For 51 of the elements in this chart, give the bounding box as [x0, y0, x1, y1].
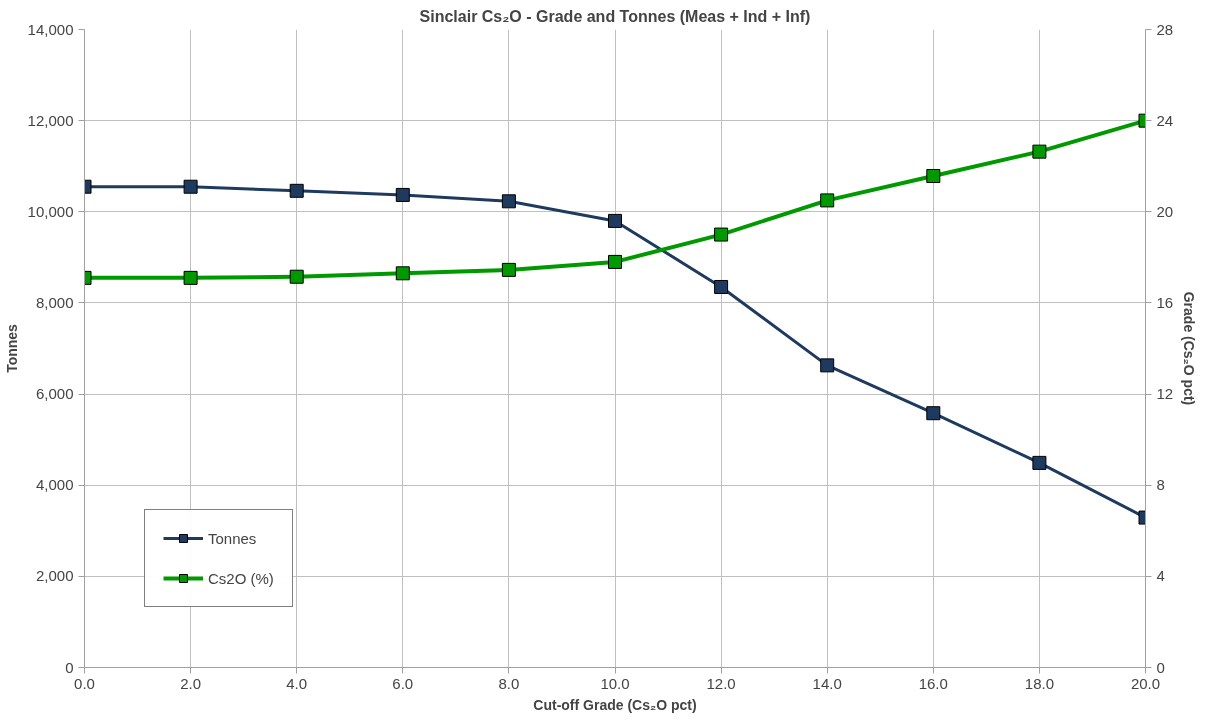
point	[820, 193, 835, 208]
point	[1032, 455, 1047, 470]
point	[289, 269, 304, 284]
point	[183, 270, 198, 285]
x-axis-title: Cut-off Grade (Cs₂O pct)	[533, 696, 697, 713]
y-axis-title: Tonnes	[3, 323, 20, 373]
x-tick-label: 0.0	[74, 674, 95, 692]
y-tick-label: 4,000	[35, 476, 74, 494]
y-tick-label: 8,000	[35, 293, 74, 311]
point	[501, 262, 516, 277]
y2-tick-label: 8	[1156, 476, 1165, 494]
y2-tick-label: 0	[1156, 658, 1165, 676]
legend-label: Tonnes	[208, 529, 257, 547]
point	[714, 227, 729, 242]
y-tick-label: 14,000	[27, 20, 74, 38]
x-tick-label: 18.0	[1024, 674, 1055, 692]
point	[395, 187, 410, 202]
y2-tick-label: 4	[1156, 567, 1165, 585]
point	[289, 183, 304, 198]
x-tick-label: 8.0	[498, 674, 520, 692]
x-tick-label: 4.0	[286, 674, 308, 692]
point	[395, 266, 410, 281]
point	[608, 254, 622, 269]
y2-tick-label: 12	[1156, 385, 1174, 403]
y-tick-label: 10,000	[27, 202, 74, 220]
x-tick-label: 12.0	[706, 674, 736, 692]
y2-axis-title: Grade (Cs₂O pct)	[1181, 291, 1198, 406]
x-tick-label: 2.0	[180, 674, 202, 692]
y-tick-label: 6,000	[35, 385, 74, 403]
point	[1032, 144, 1047, 159]
y2-tick-label: 20	[1156, 202, 1174, 220]
y2-tick-label: 24	[1156, 111, 1174, 129]
x-tick-label: 20.0	[1130, 674, 1161, 692]
x-tick-label: 14.0	[812, 674, 842, 692]
y-tick-label: 2,000	[35, 567, 74, 585]
point	[714, 279, 729, 294]
y2-tick-label: 16	[1156, 293, 1174, 311]
x-tick-label: 10.0	[600, 674, 630, 692]
x-tick-label: 6.0	[392, 674, 414, 692]
y-tick-label: 12,000	[27, 111, 74, 129]
x-tick-label: 16.0	[918, 674, 948, 692]
y-tick-label: 0	[65, 658, 74, 676]
point	[926, 169, 941, 184]
point	[820, 358, 835, 373]
legend-label: Cs2O (%)	[208, 569, 274, 587]
chart-title: Sinclair Cs₂O - Grade and Tonnes (Meas + Ind + Inf)	[419, 7, 811, 25]
point	[501, 194, 516, 209]
point	[183, 179, 198, 194]
point	[926, 406, 941, 421]
point	[608, 213, 622, 228]
y2-tick-label: 28	[1156, 20, 1174, 38]
